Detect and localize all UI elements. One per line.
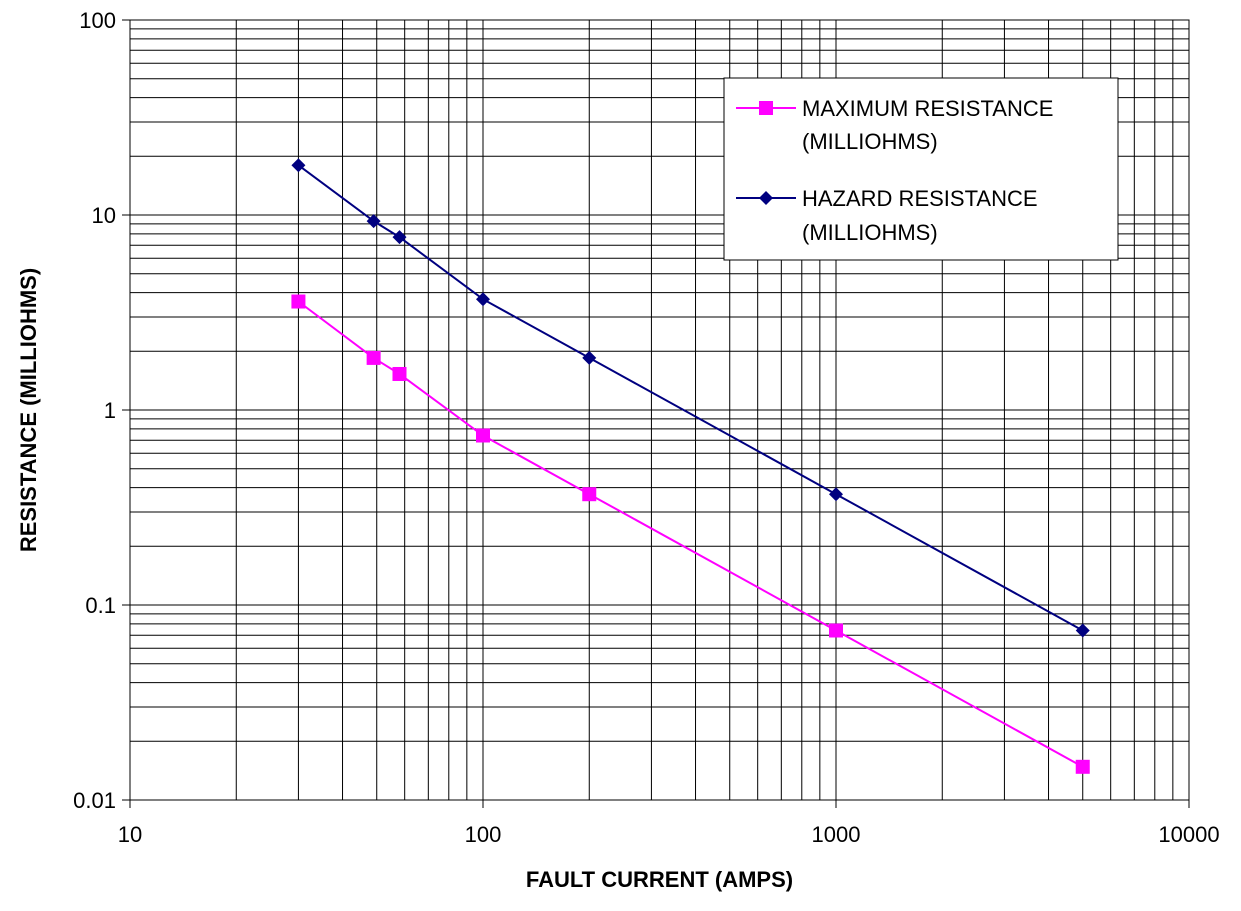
- y-tick-label: 10: [92, 203, 116, 228]
- data-point-hazard-resistance: [1075, 623, 1090, 638]
- data-point-maximum-resistance: [582, 487, 597, 502]
- data-point-hazard-resistance: [582, 350, 597, 365]
- data-point-maximum-resistance: [476, 428, 490, 443]
- grid-lines: [129, 20, 1189, 801]
- legend: MAXIMUM RESISTANCE (MILLIOHMS) HAZARD RE…: [723, 77, 1119, 261]
- y-tick-label: 0.01: [73, 788, 116, 813]
- x-tick-label: 1000: [812, 822, 861, 847]
- data-point-hazard-resistance: [366, 214, 381, 229]
- legend-label-maximum-resistance: MAXIMUM RESISTANCE: [802, 96, 1053, 121]
- y-tick-labels: 100 10 1 0.1 0.01: [73, 8, 130, 813]
- legend-label-hazard-resistance: HAZARD RESISTANCE: [802, 186, 1038, 211]
- x-tick-label: 10000: [1158, 822, 1219, 847]
- series-line-0: [297, 300, 1084, 768]
- data-point-hazard-resistance: [291, 158, 306, 173]
- data-point-maximum-resistance: [366, 350, 381, 365]
- data-point-maximum-resistance: [1075, 759, 1090, 774]
- data-point-hazard-resistance: [392, 230, 407, 245]
- y-tick-label: 0.1: [85, 593, 116, 618]
- y-tick-label: 100: [79, 8, 116, 33]
- data-point-hazard-resistance: [829, 487, 843, 502]
- legend-label-hazard-resistance-unit: (MILLIOHMS): [802, 220, 938, 245]
- legend-marker-maximum-resistance: [759, 101, 773, 115]
- data-point-maximum-resistance: [392, 366, 407, 381]
- data-point-maximum-resistance: [829, 623, 843, 638]
- legend-label-maximum-resistance-unit: (MILLIOHMS): [802, 129, 938, 154]
- x-axis-title: FAULT CURRENT (AMPS): [526, 867, 793, 892]
- y-axis-title: RESISTANCE (MILLIOHMS): [16, 268, 41, 552]
- data-point-maximum-resistance: [291, 294, 306, 309]
- series-group: [291, 158, 1090, 774]
- x-tick-label: 100: [465, 822, 502, 847]
- x-tick-labels: 10 100 1000 10000: [118, 800, 1220, 847]
- data-point-hazard-resistance: [476, 292, 490, 307]
- x-tick-label: 10: [118, 822, 142, 847]
- legend-marker-hazard-resistance: [759, 191, 773, 205]
- y-tick-label: 1: [104, 398, 116, 423]
